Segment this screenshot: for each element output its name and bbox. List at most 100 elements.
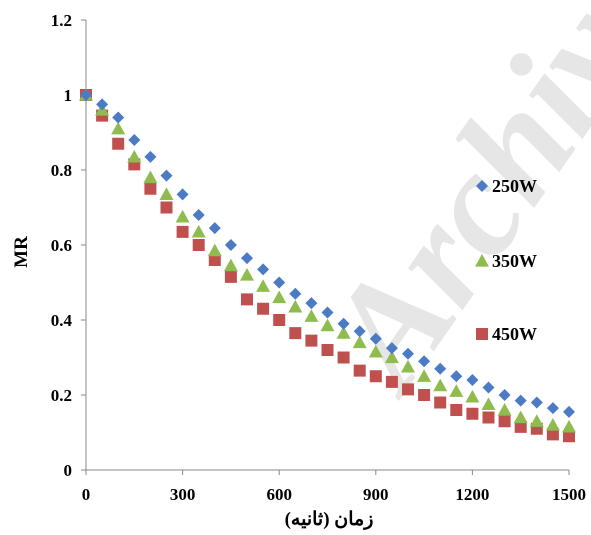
data-point-250w [434,362,447,375]
data-point-450w [498,415,511,428]
data-point-450w [208,254,221,266]
data-point-350w [272,290,287,304]
data-point-250w [144,150,157,163]
data-point-350w [207,243,222,257]
data-point-250w [208,222,221,235]
data-point-450w [192,239,205,251]
data-points [79,88,576,443]
data-point-350w [384,350,399,364]
data-point-350w [545,418,560,431]
data-point-450w [450,404,463,416]
data-point-250w [402,347,414,360]
data-point-250w [385,342,398,355]
x-axis-ticks: 0 300 600 900 1200 1500 [82,470,586,504]
x-tick-label: 900 [363,485,389,504]
data-point-350w [336,326,351,339]
data-point-350w [304,309,319,322]
data-point-450w [466,407,479,420]
data-point-350w [288,299,303,313]
x-tick-label: 0 [82,485,91,504]
data-point-450w [385,375,398,388]
data-point-250w [224,239,237,251]
data-point-450w [289,327,302,340]
data-point-450w [353,364,366,377]
data-point-350w [111,121,126,135]
data-point-250w [563,405,575,418]
x-axis-title: زمان (ثانیه) [285,509,374,530]
data-point-250w [80,89,92,101]
data-point-250w [128,134,141,146]
y-tick-label: 1 [64,86,73,105]
series-350w [79,88,576,433]
data-point-450w [434,396,447,409]
data-point-350w [143,170,158,184]
data-point-250w [530,396,543,409]
data-point-450w [176,225,189,238]
data-point-350w [497,403,512,416]
data-point-450w [321,344,334,356]
data-point-250w [498,389,511,401]
data-point-350w [433,378,448,392]
data-point-250w [321,306,334,319]
data-point-350w [223,258,238,272]
watermark-text: Archive [290,0,591,420]
data-point-250w [369,332,382,345]
data-point-250w [192,209,205,221]
data-point-450w [273,314,286,326]
legend-marker-250w [476,180,488,192]
data-point-250w [514,394,527,407]
data-point-350w [240,268,254,281]
legend-marker-450w [476,328,488,340]
data-point-350w [191,224,206,238]
data-point-450w [241,293,253,306]
data-point-350w [127,149,142,163]
data-point-450w [402,383,414,396]
data-point-250w [546,402,559,415]
data-point-250w [450,370,463,383]
data-point-450w [305,334,318,347]
data-point-450w [144,182,157,195]
data-point-450w [112,137,125,150]
data-point-250w [112,111,125,124]
data-point-450w [482,411,495,424]
data-point-250w [289,287,302,300]
x-tick-label: 300 [170,485,196,504]
data-point-350w [256,279,271,292]
y-axis-title: MR [11,236,32,268]
y-axis-ticks: 0 0.2 0.4 0.6 0.8 1 1.2 [51,11,86,480]
data-point-250w [353,325,366,338]
data-point-350w [449,384,464,397]
data-point-250w [160,169,173,182]
data-point-450w [546,428,559,441]
data-point-450w [257,302,270,315]
x-tick-label: 600 [266,485,292,504]
data-point-450w [160,201,173,214]
data-point-250w [482,381,495,394]
legend-label-350w: 350W [492,251,537,271]
data-point-350w [401,359,415,373]
data-point-350w [562,419,576,433]
data-point-350w [175,209,190,223]
data-point-450w [563,430,575,443]
x-tick-label: 1200 [455,485,489,504]
data-point-350w [352,335,367,349]
data-point-350w [368,344,383,358]
data-point-250w [418,355,431,368]
data-point-450w [418,389,431,401]
y-tick-label: 0.4 [51,311,73,330]
data-point-250w [96,98,109,111]
data-point-250w [176,188,189,201]
legend: 250W 350W 450W [475,176,537,344]
data-point-350w [529,414,544,427]
data-point-450w [369,370,382,383]
legend-marker-350w [475,254,489,267]
data-point-250w [337,317,350,330]
y-tick-label: 0.8 [51,161,72,180]
data-point-450w [514,420,527,433]
legend-label-450w: 450W [492,324,537,344]
data-point-250w [273,276,286,289]
series-250w [80,89,575,418]
data-point-450w [224,270,237,283]
data-point-350w [465,389,480,403]
